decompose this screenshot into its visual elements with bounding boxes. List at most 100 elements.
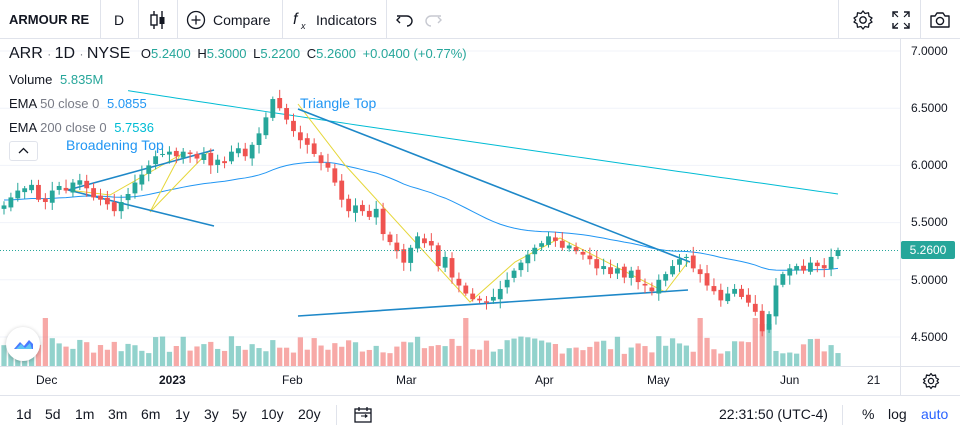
toolbar-divider [100, 0, 101, 39]
broadening-top-label[interactable]: Broadening Top [66, 137, 164, 153]
candle [773, 278, 779, 325]
candle [725, 286, 731, 305]
legend-collapse-button[interactable] [9, 141, 38, 161]
candle [346, 194, 352, 218]
date-range-calendar-icon[interactable] [353, 405, 373, 425]
candle [380, 202, 386, 241]
candle [435, 242, 441, 272]
range-1y-button[interactable]: 1y [175, 406, 190, 422]
candle [422, 233, 427, 248]
indicators-button[interactable]: f x Indicators [292, 0, 377, 39]
range-6m-button[interactable]: 6m [141, 406, 161, 422]
clock-timezone[interactable]: 22:31:50 (UTC-4) [719, 406, 828, 422]
candle [339, 174, 345, 208]
candle [552, 231, 558, 247]
range-1m-button[interactable]: 1m [75, 406, 95, 422]
range-5d-button[interactable]: 5d [45, 406, 61, 422]
candle [29, 179, 34, 194]
candle [718, 283, 724, 307]
volume-bar [194, 346, 200, 366]
candle [208, 148, 214, 174]
candle [270, 96, 276, 122]
candle [518, 259, 524, 277]
range-1d-button[interactable]: 1d [16, 406, 32, 422]
price-chart[interactable] [0, 0, 960, 395]
volume-bar [146, 353, 152, 366]
settings-gear-icon[interactable] [852, 9, 874, 31]
range-20y-button[interactable]: 20y [298, 406, 321, 422]
volume-bar [304, 349, 310, 366]
candle [77, 173, 83, 191]
volume-bar [256, 348, 262, 366]
candle [649, 282, 655, 296]
ema-50-path [3, 161, 839, 271]
volume-bar [573, 347, 579, 366]
undo-icon[interactable] [394, 9, 416, 31]
range-5y-button[interactable]: 5y [232, 406, 247, 422]
candle-style-icon[interactable] [147, 9, 169, 31]
candle [628, 266, 634, 286]
volume-bar [421, 348, 428, 366]
volume-bar [428, 346, 434, 366]
candle [428, 233, 434, 252]
candle [84, 174, 90, 197]
candle [201, 147, 207, 164]
volume-bar [242, 349, 248, 366]
price-tick: 6.0000 [911, 158, 948, 172]
candle [167, 146, 172, 164]
volume-bar [77, 339, 83, 366]
time-settings-gear-icon[interactable] [922, 372, 940, 390]
candle [594, 250, 600, 276]
redo-icon[interactable] [422, 9, 444, 31]
candle [677, 253, 682, 272]
volume-bar [63, 346, 69, 366]
volume-bar [780, 353, 786, 366]
log-scale-toggle[interactable]: log [888, 406, 907, 422]
volume-bar [318, 345, 324, 366]
volume-bar [187, 350, 193, 366]
top-toolbar: ARMOUR RE D Compare f x Indicators [0, 0, 960, 39]
volume-bar [463, 318, 469, 366]
range-3y-button[interactable]: 3y [204, 406, 219, 422]
volume-bar [159, 336, 166, 366]
bottom-divider [336, 405, 337, 425]
candle [497, 280, 503, 309]
price-tick: 4.5000 [911, 330, 948, 344]
volume-bar [201, 344, 207, 366]
volume-bar [835, 353, 841, 366]
volume-bar [111, 341, 117, 366]
interval-button[interactable]: D [114, 0, 124, 39]
volume-bar [483, 340, 490, 366]
compare-button[interactable]: Compare [186, 0, 271, 39]
candle [697, 264, 703, 283]
candle [49, 181, 55, 210]
volume-bar [718, 353, 724, 366]
volume-bar [787, 352, 793, 366]
volume-bar [800, 344, 807, 366]
volume-bar [297, 337, 303, 366]
ema-200-line [127, 90, 839, 195]
ema-200-value: 5.7536 [114, 120, 154, 135]
fullscreen-icon[interactable] [890, 9, 912, 31]
change-value: +0.0400 (+0.77%) [362, 46, 467, 61]
candle [394, 233, 400, 259]
candle [449, 252, 455, 284]
percent-scale-toggle[interactable]: % [862, 406, 875, 422]
range-10y-button[interactable]: 10y [261, 406, 284, 422]
legend-ema-200[interactable]: EMA 200 close 0 5.7536 [9, 120, 154, 135]
volume-bar [580, 350, 586, 366]
range-3m-button[interactable]: 3m [108, 406, 128, 422]
tradingview-logo[interactable] [6, 327, 40, 361]
candle [683, 254, 689, 267]
auto-scale-toggle[interactable]: auto [921, 406, 949, 422]
volume-value: 5.835M [60, 72, 104, 87]
legend-ema-50[interactable]: EMA 50 close 0 5.0855 [9, 96, 147, 111]
function-icon: f x [293, 11, 306, 30]
legend-volume[interactable]: Volume 5.835M [9, 72, 104, 87]
candle [463, 282, 469, 296]
candle [118, 194, 124, 219]
camera-snapshot-icon[interactable] [929, 9, 951, 31]
symbol-search-button[interactable]: ARMOUR RE [9, 12, 90, 27]
pattern-trendline[interactable] [297, 108, 691, 263]
triangle-top-label[interactable]: Triangle Top [300, 95, 377, 111]
